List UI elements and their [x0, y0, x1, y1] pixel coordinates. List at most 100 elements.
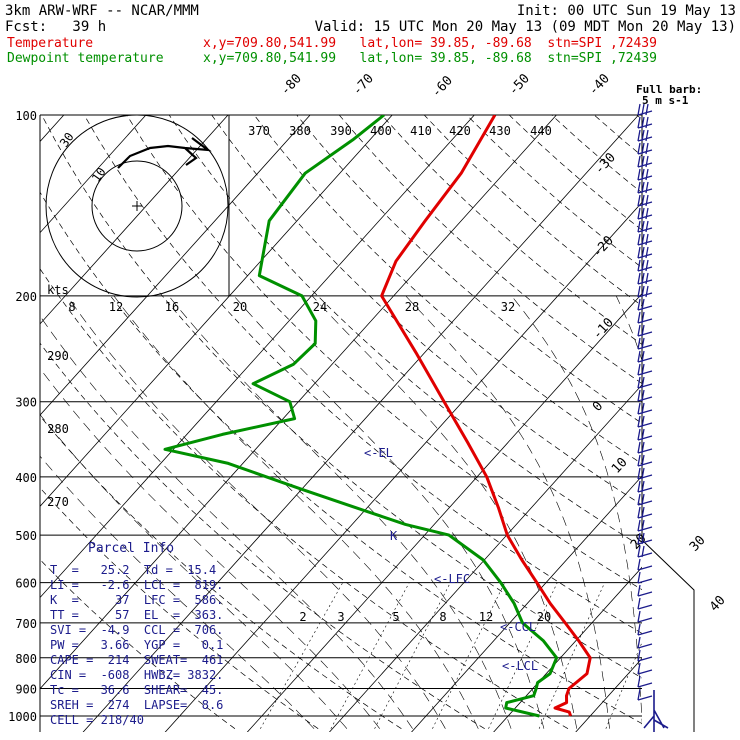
theta-e-label: 410 [410, 124, 432, 138]
dewpoint-station-info: x,y=709.80,541.99 lat,lon= 39.85, -89.68… [203, 51, 657, 66]
wind-barb-icon [637, 454, 653, 467]
hodograph-speed-label: 32 [501, 300, 515, 314]
isotherm-line [654, 115, 740, 736]
hodograph-speed-label: 28 [405, 300, 419, 314]
isotherm-label: -40 [586, 71, 613, 98]
isotherm-line [493, 566, 642, 732]
wind-barb-icon [637, 207, 653, 220]
surface-wind-barb-icon [643, 690, 669, 732]
parcel-row-t: T = 25.2 Td = 15.4 [50, 563, 216, 577]
model-title: 3km ARW-WRF -- NCAR/MMM [5, 3, 199, 19]
wind-barb-icon [637, 584, 653, 597]
dewpoint-legend: Dewpoint temperature [7, 51, 164, 66]
wind-barb-icon [637, 597, 653, 610]
hodograph-units-label: kts [47, 283, 69, 297]
wind-barb-icon [637, 376, 653, 389]
isotherm-line [40, 115, 393, 507]
lcl-label: <-LCL [502, 659, 538, 673]
lfc-label: <-LFC [434, 572, 470, 586]
mixing-ratio-line [488, 582, 558, 729]
dry-adiabat-line [40, 191, 642, 724]
wind-barb-icon [637, 168, 653, 181]
wind-barb-icon [637, 467, 653, 480]
isotherm-label: -50 [506, 71, 533, 98]
barb-legend-units: 5 m s-1 [642, 94, 689, 107]
wind-barb-icon [637, 285, 653, 298]
theta-e-label: 380 [289, 124, 311, 138]
mixing-ratio-line [330, 582, 410, 729]
pressure-label: 500 [15, 529, 37, 543]
isotherm-label: 40 [707, 593, 729, 615]
hodograph-ring-label: 30 [57, 130, 77, 150]
theta-e-label: 400 [370, 124, 392, 138]
hodograph-ring-label: 10 [89, 165, 109, 185]
isotherm-line [40, 115, 229, 325]
moist-adiabat-line [233, 295, 545, 729]
isotherm-label: -10 [590, 315, 617, 342]
hodograph-center-icon [132, 201, 142, 211]
wind-barb-icon [637, 636, 653, 649]
isotherm-line [40, 115, 475, 599]
wind-barb-icon [637, 129, 653, 142]
mixing-ratio-line [374, 582, 451, 729]
wind-barb-icon [637, 558, 653, 571]
dry-adiabat-line [41, 115, 642, 679]
wind-barb-icon [637, 649, 653, 662]
wind-barb-icon [637, 519, 653, 532]
theta-label: 270 [47, 495, 69, 509]
hodograph-speed-label: 20 [233, 300, 247, 314]
wind-barb-icon [637, 233, 653, 246]
wind-barb-icon [637, 389, 653, 402]
wind-barb-icon [637, 337, 653, 350]
isotherm-line [164, 201, 642, 732]
dry-adiabat-line [40, 342, 485, 729]
wind-barb-icon [637, 610, 653, 623]
theta-e-label: 430 [489, 124, 511, 138]
moist-adiabat-line [615, 295, 642, 362]
init-time: Init: 00 UTC Sun 19 May 13 [516, 3, 736, 19]
isotherm-label: 10 [609, 455, 631, 477]
wind-barb-icon [637, 675, 653, 688]
mixing-ratio-line [605, 641, 642, 729]
dry-adiabat-line [722, 115, 740, 729]
wind-barb-icon [637, 311, 653, 324]
dry-adiabat-line [636, 115, 642, 120]
parcel-row-tc: Tc = 36.6 SHEAR= 45. [50, 683, 223, 697]
mixing-ratio-label: 12 [479, 610, 493, 624]
moist-adiabat-line [405, 295, 610, 729]
pressure-label: 200 [15, 290, 37, 304]
moist-adiabat-line [40, 455, 315, 729]
k-index-label: K [390, 529, 398, 543]
pressure-label: 1000 [8, 710, 37, 724]
wind-barb-icon [637, 194, 653, 207]
pressure-label: 300 [15, 396, 37, 410]
valid-time: Valid: 15 UTC Mon 20 May 13 (09 MDT Mon … [314, 19, 736, 35]
parcel-info-title: Parcel Info [88, 541, 174, 556]
wind-barb-icon [637, 220, 653, 233]
parcel-row-tt: TT = 57 EL = 363. [50, 608, 223, 622]
mixing-ratio-line [260, 582, 343, 729]
pressure-label: 400 [15, 471, 37, 485]
moist-adiabat-line [113, 295, 479, 729]
isotherm-label: 30 [687, 533, 709, 555]
isotherm-label: -70 [350, 71, 377, 98]
dry-adiabat-line [40, 558, 236, 729]
wind-barb-icon [637, 272, 653, 285]
wind-barb-icon [637, 662, 653, 675]
theta-e-label: 370 [248, 124, 270, 138]
hodograph-ring-inner [91, 160, 183, 252]
pressure-label: 800 [15, 652, 37, 666]
dry-adiabat-line [40, 415, 402, 729]
dewpoint-profile [163, 115, 559, 718]
parcel-row-li: LI = -2.6 LCL = 819. [50, 578, 223, 592]
parcel-row-svi: SVI = -4.9 CCL = 706. [50, 623, 223, 637]
dry-adiabat-line [83, 115, 642, 634]
dry-adiabat-line [679, 115, 740, 729]
wind-barb-icon [637, 181, 653, 194]
dry-adiabat-line [593, 115, 642, 157]
wind-barb-icon [637, 103, 653, 116]
isotherm-line [40, 115, 311, 416]
hodograph-speed-label: 24 [313, 300, 327, 314]
dry-adiabat-line [296, 115, 642, 424]
dry-adiabat-line [40, 268, 569, 730]
